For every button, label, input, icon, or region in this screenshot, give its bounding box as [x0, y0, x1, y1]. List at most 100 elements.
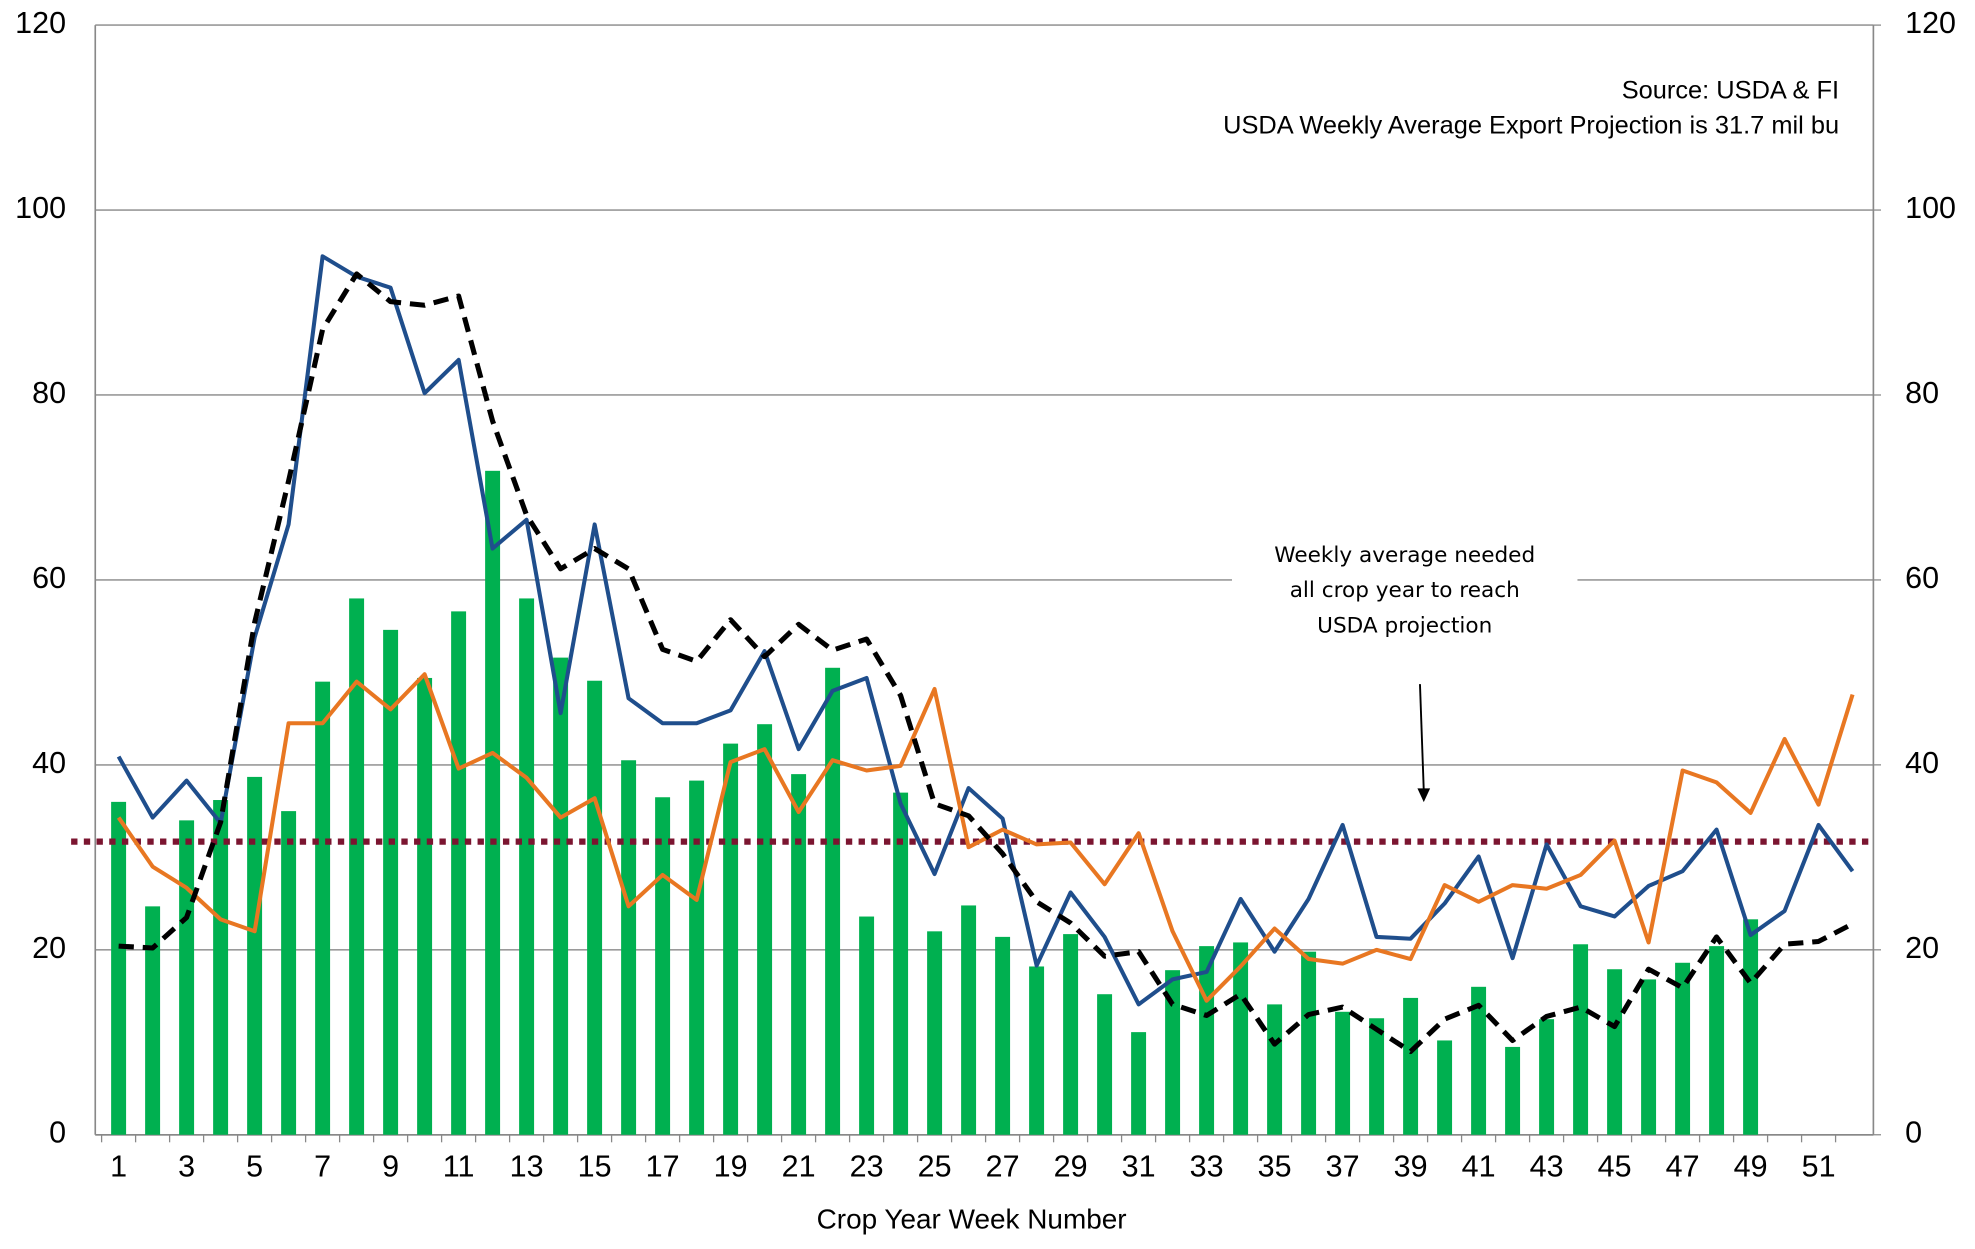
- y-tick-label: 0: [49, 1117, 66, 1150]
- bar: [655, 797, 671, 1135]
- bar: [1505, 1046, 1521, 1135]
- y-tick-label: 40: [32, 747, 66, 780]
- bar: [1743, 919, 1759, 1135]
- dashed-line: [118, 271, 1854, 1055]
- annotation: USDA projection: [1317, 613, 1492, 638]
- y2-tick-label: 100: [1905, 192, 1956, 225]
- bar: [1267, 1004, 1283, 1135]
- x-tick-label: 31: [1122, 1151, 1156, 1184]
- y-tick-label: 100: [15, 192, 66, 225]
- x-tick-label: 19: [714, 1151, 748, 1184]
- annotation: all crop year to reach: [1290, 578, 1520, 603]
- x-tick-label: 45: [1598, 1151, 1632, 1184]
- x-tick-label: 47: [1666, 1151, 1700, 1184]
- bar: [519, 598, 535, 1135]
- bar: [1403, 997, 1419, 1135]
- x-tick-label: 17: [646, 1151, 680, 1184]
- x-axis-label: Crop Year Week Number: [817, 1204, 1127, 1235]
- bar: [1641, 979, 1657, 1135]
- bar: [213, 800, 229, 1135]
- bar: [383, 629, 399, 1135]
- x-tick-label: 7: [314, 1151, 331, 1184]
- x-tick-label: 9: [382, 1151, 399, 1184]
- bar: [893, 792, 909, 1135]
- x-tick-label: 49: [1734, 1151, 1768, 1184]
- y-tick-label: 80: [32, 377, 66, 410]
- bar: [485, 470, 501, 1135]
- bar: [757, 724, 773, 1135]
- y2-tick-label: 20: [1905, 932, 1939, 965]
- annotation-arrow: [1419, 684, 1425, 791]
- y2-tick-label: 0: [1905, 1117, 1922, 1150]
- x-tick-label: 21: [782, 1151, 816, 1184]
- annotation-arrowhead: [1417, 788, 1431, 803]
- bar: [1165, 970, 1181, 1135]
- y-tick-label: 60: [32, 562, 66, 595]
- bar: [1709, 946, 1725, 1135]
- y2-tick-label: 120: [1905, 7, 1956, 40]
- y-tick-label: 20: [32, 932, 66, 965]
- subtitle: USDA Weekly Average Export Projection is…: [1223, 112, 1839, 140]
- bar: [1539, 1019, 1555, 1135]
- bar: [281, 811, 297, 1135]
- bar: [621, 760, 637, 1135]
- bar: [723, 743, 739, 1135]
- bar: [1097, 994, 1113, 1135]
- bar: [1301, 951, 1317, 1135]
- x-tick-label: 41: [1462, 1151, 1496, 1184]
- x-tick-label: 37: [1326, 1151, 1360, 1184]
- source: Source: USDA & FI: [1622, 76, 1839, 104]
- x-tick-label: 43: [1530, 1151, 1564, 1184]
- x-tick-label: 35: [1258, 1151, 1292, 1184]
- bar: [1131, 1032, 1147, 1135]
- bar: [145, 906, 161, 1135]
- bar: [1675, 962, 1691, 1135]
- x-tick-label: 27: [986, 1151, 1020, 1184]
- x-tick-label: 29: [1054, 1151, 1088, 1184]
- y2-tick-label: 80: [1905, 377, 1939, 410]
- bar: [859, 916, 875, 1135]
- bar: [825, 667, 841, 1135]
- bar: [927, 931, 943, 1135]
- bar: [1233, 942, 1249, 1135]
- bar: [791, 774, 807, 1135]
- x-tick-label: 1: [110, 1151, 127, 1184]
- bar: [315, 681, 331, 1135]
- x-tick-label: 11: [443, 1151, 475, 1184]
- x-tick-label: 33: [1190, 1151, 1224, 1184]
- x-tick-label: 15: [578, 1151, 612, 1184]
- x-tick-label: 5: [246, 1151, 263, 1184]
- x-tick-label: 13: [510, 1151, 544, 1184]
- bar: [961, 905, 977, 1135]
- line: [116, 254, 1855, 1007]
- bar: [451, 611, 467, 1135]
- bar: [1063, 934, 1079, 1135]
- bar: [1029, 966, 1045, 1135]
- bar: [111, 801, 127, 1135]
- bar: [587, 680, 603, 1135]
- bar: [1335, 1011, 1351, 1135]
- bar: [1607, 969, 1623, 1135]
- annotation-bg: [1231, 533, 1578, 649]
- bar: [179, 820, 195, 1135]
- bar: [1369, 1018, 1385, 1135]
- y-tick-label: 120: [15, 7, 66, 40]
- x-tick-label: 23: [850, 1151, 884, 1184]
- bar: [1471, 986, 1487, 1135]
- bar: [247, 776, 263, 1135]
- y2-tick-label: 40: [1905, 747, 1939, 780]
- bar: [1573, 944, 1589, 1135]
- bar: [553, 657, 569, 1135]
- x-tick-label: 51: [1802, 1151, 1836, 1184]
- bar: [417, 677, 433, 1135]
- bar: [995, 936, 1011, 1135]
- x-tick-label: 25: [918, 1151, 952, 1184]
- y2-tick-label: 60: [1905, 562, 1939, 595]
- bar: [689, 780, 705, 1135]
- bar: [1437, 1040, 1453, 1135]
- annotation: Weekly average needed: [1274, 543, 1535, 568]
- x-tick-label: 3: [178, 1151, 195, 1184]
- bar: [349, 598, 365, 1135]
- x-tick-label: 39: [1394, 1151, 1428, 1184]
